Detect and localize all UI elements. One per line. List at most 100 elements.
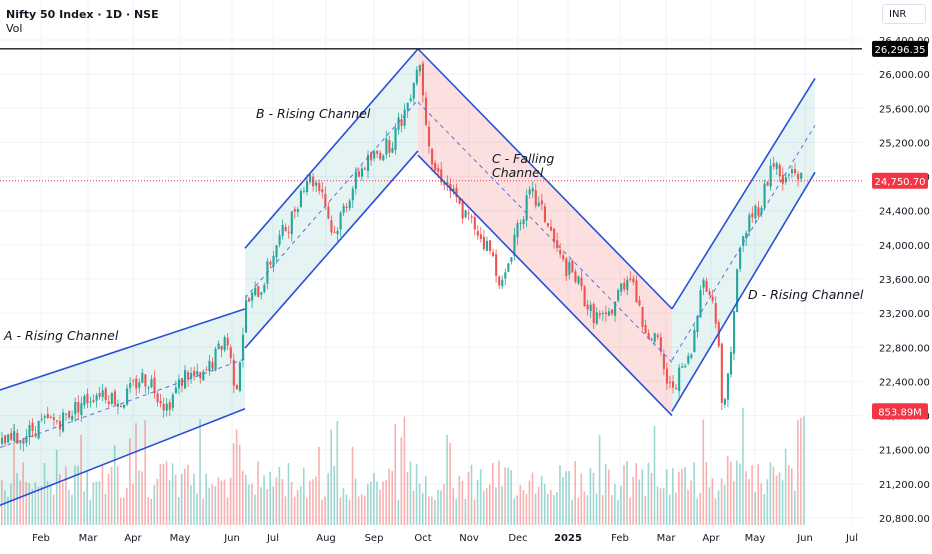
volume-bar xyxy=(86,470,88,525)
annotation-channel-c: C - Falling xyxy=(492,151,554,166)
candle-body xyxy=(693,330,696,353)
symbol-title[interactable]: Nifty 50 Index · 1D · NSE xyxy=(6,8,159,21)
candle-body xyxy=(211,362,214,369)
channel-lower-line[interactable] xyxy=(417,154,673,417)
currency-selector[interactable]: INR xyxy=(882,4,926,24)
volume-bar xyxy=(489,484,491,525)
volume-bar xyxy=(22,462,24,525)
volume-bar xyxy=(141,471,143,525)
volume-bar xyxy=(458,475,461,525)
channel-upper-line[interactable] xyxy=(244,48,419,249)
channel-upper-line[interactable] xyxy=(0,308,246,391)
candle-body xyxy=(278,235,281,245)
volume-bar xyxy=(373,473,375,525)
candle-body xyxy=(498,276,501,286)
volume-bar xyxy=(711,478,714,525)
volume-bar xyxy=(690,480,692,525)
volume-bar xyxy=(293,496,296,525)
volume-bar xyxy=(461,481,464,525)
channel-lower-line[interactable] xyxy=(0,407,246,506)
volume-bar xyxy=(763,494,766,525)
candle-body xyxy=(28,425,31,438)
candle-body xyxy=(757,207,760,216)
candle-body xyxy=(83,395,86,406)
candle-body xyxy=(241,334,245,361)
candle-body xyxy=(165,403,168,411)
volume-bar xyxy=(607,469,610,525)
candle-body xyxy=(290,211,293,235)
candle-body xyxy=(650,339,653,341)
candle-body xyxy=(623,282,626,290)
candle-body xyxy=(708,291,711,295)
candle-body xyxy=(62,412,65,432)
candle-body xyxy=(217,343,220,350)
volume-indicator-label[interactable]: Vol xyxy=(6,22,23,35)
volume-bar xyxy=(699,492,702,525)
candle-body xyxy=(510,257,513,262)
candle-body xyxy=(580,277,583,287)
candle-body xyxy=(46,414,49,419)
all-time-high-tag-bg xyxy=(872,40,928,57)
volume-bar xyxy=(126,488,128,525)
candle-body xyxy=(431,148,434,165)
volume-bar xyxy=(321,499,323,525)
candle-body xyxy=(58,420,62,430)
candle-body xyxy=(501,279,504,287)
volume-bar xyxy=(296,490,299,525)
volume-bar xyxy=(235,429,238,525)
volume-bar xyxy=(281,478,284,525)
y-axis-tick-label: 21,600.00 xyxy=(879,446,930,457)
candle-body xyxy=(354,171,357,189)
candle-body xyxy=(71,415,74,421)
candle-body xyxy=(370,152,373,161)
channel-lower-line[interactable] xyxy=(671,171,816,412)
volume-bar xyxy=(467,472,470,525)
candle-body xyxy=(421,63,424,96)
volume-bar xyxy=(287,463,290,525)
volume-bar xyxy=(543,483,546,525)
volume-bar xyxy=(363,495,366,525)
volume-bar xyxy=(98,481,101,525)
volume-bar xyxy=(476,479,479,525)
volume-bar xyxy=(412,490,415,525)
x-axis-tick-label: May xyxy=(170,533,191,544)
volume-bar xyxy=(550,490,552,525)
channel-upper-line[interactable] xyxy=(671,77,816,310)
candle-body xyxy=(205,369,208,371)
candle-body xyxy=(736,269,739,313)
candle-body xyxy=(705,280,708,292)
candle-body xyxy=(104,388,107,400)
channel-upper-line[interactable] xyxy=(417,48,673,310)
candle-body xyxy=(550,226,553,231)
volume-bar xyxy=(153,484,156,525)
candle-body xyxy=(394,128,397,150)
candle-body xyxy=(748,214,751,232)
volume-bar xyxy=(135,423,137,525)
candle-body xyxy=(156,393,159,402)
volume-bar xyxy=(71,494,73,525)
candle-body xyxy=(489,240,492,251)
candle-body xyxy=(226,338,229,346)
annotation-channel-c-line2: Channel xyxy=(492,165,544,180)
channel-lower-line[interactable] xyxy=(244,150,419,349)
volume-bar xyxy=(428,496,430,525)
volume-bar xyxy=(138,470,140,525)
volume-bar xyxy=(162,463,165,525)
candle-body xyxy=(196,371,199,375)
candle-body xyxy=(647,332,650,340)
candle-body xyxy=(7,434,10,443)
candle-body xyxy=(107,401,110,405)
volume-bar xyxy=(342,488,345,525)
candle-body xyxy=(357,171,360,177)
volume-bar xyxy=(68,489,70,525)
volume-bar xyxy=(202,498,204,525)
y-axis-tick-label: 24,400.00 xyxy=(879,207,930,218)
volume-bar xyxy=(388,468,390,525)
candle-body xyxy=(653,333,656,342)
candle-body xyxy=(293,209,296,212)
volume-bar xyxy=(693,462,695,525)
candle-body xyxy=(415,69,418,84)
channel-fill xyxy=(418,48,672,416)
